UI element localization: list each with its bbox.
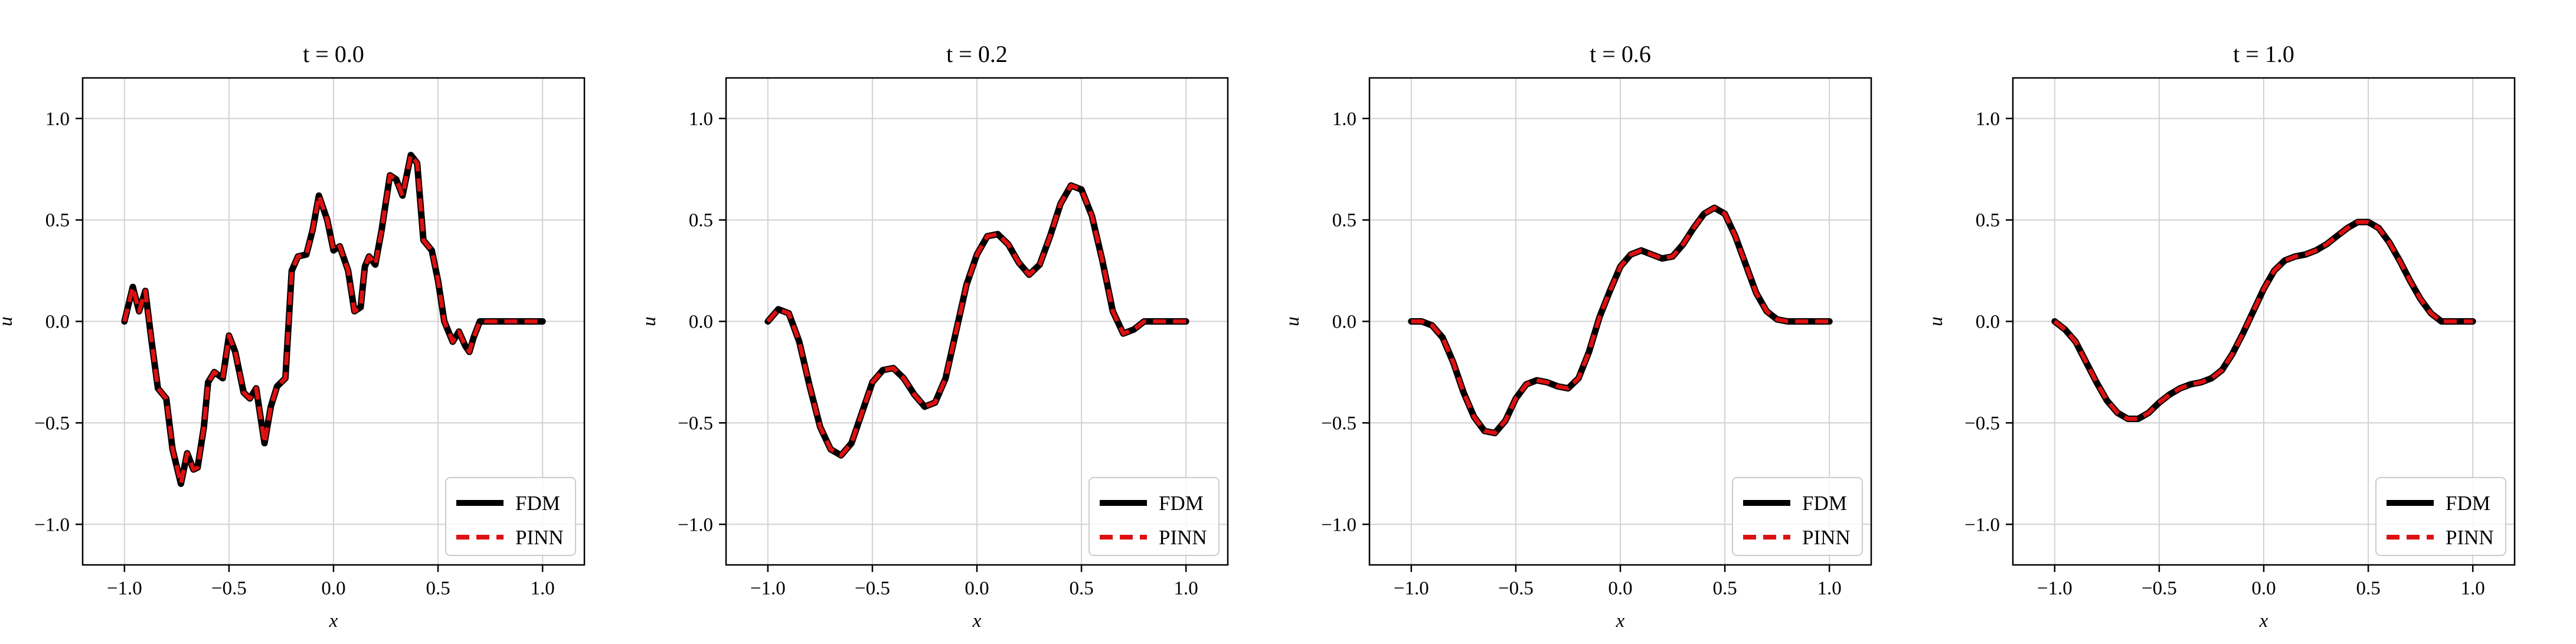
y-tick-label: 0.5 <box>45 210 70 231</box>
legend-label-fdm: FDM <box>515 492 560 515</box>
x-tick-label: 0.5 <box>426 578 450 599</box>
legend-label-pinn: PINN <box>1802 526 1851 549</box>
chart-title: t = 1.0 <box>2233 41 2294 67</box>
y-axis-label: u <box>1926 316 1947 326</box>
legend-label-pinn: PINN <box>1159 526 1207 549</box>
x-tick-label: 1.0 <box>531 578 555 599</box>
x-tick-label: −1.0 <box>750 578 786 599</box>
y-axis-label: u <box>639 316 660 326</box>
y-axis-label: u <box>0 316 17 326</box>
y-tick-label: 0.0 <box>1976 312 2000 333</box>
x-axis-label: x <box>329 610 338 632</box>
chart-title: t = 0.0 <box>303 41 364 67</box>
chart-panel-2: −1.0 −0.5 0.0 0.5 1.0 −1.0 −0.5 0.0 0.5 1.0 t = 0.… <box>639 41 1229 632</box>
x-tick-label: −1.0 <box>107 578 142 599</box>
x-tick-label: 0.5 <box>2356 578 2380 599</box>
legend: FDM PINN <box>1088 477 1220 556</box>
legend-label-pinn: PINN <box>2446 526 2494 549</box>
x-axis-label: x <box>1616 610 1625 632</box>
chart-panel-3: −1.0 −0.5 0.0 0.5 1.0 −1.0 −0.5 0.0 0.5 1.0 t = 0.… <box>1282 41 1872 632</box>
x-tick-label: 0.0 <box>965 578 989 599</box>
y-tick-label: 0.5 <box>689 210 713 231</box>
legend-label-fdm: FDM <box>1802 492 1847 515</box>
x-tick-label: 0.5 <box>1069 578 1093 599</box>
x-axis-label: x <box>2259 610 2268 632</box>
y-tick-label: −1.0 <box>1321 514 1356 535</box>
y-tick-label: 0.0 <box>45 312 70 333</box>
x-tick-label: −1.0 <box>1394 578 1429 599</box>
legend: FDM PINN <box>1732 477 1863 556</box>
y-tick-label: 0.0 <box>1332 312 1356 333</box>
x-tick-label: −0.5 <box>1498 578 1534 599</box>
y-tick-label: 1.0 <box>45 109 70 130</box>
series-line-pinn <box>122 153 543 486</box>
chart-title: t = 0.2 <box>946 41 1008 67</box>
legend-label-fdm: FDM <box>1159 492 1204 515</box>
x-tick-label: 0.0 <box>321 578 345 599</box>
y-tick-label: −0.5 <box>1964 413 2000 434</box>
y-tick-label: −0.5 <box>678 413 713 434</box>
y-tick-label: 0.5 <box>1332 210 1356 231</box>
series-line-pinn <box>1411 205 1830 436</box>
x-tick-label: −0.5 <box>855 578 890 599</box>
y-tick-label: 1.0 <box>1976 109 2000 130</box>
series-line-pinn <box>2053 220 2473 421</box>
legend: FDM PINN <box>2375 477 2506 556</box>
legend-label-fdm: FDM <box>2446 492 2490 515</box>
x-tick-label: −0.5 <box>211 578 247 599</box>
y-axis-label: u <box>1282 316 1303 326</box>
x-tick-label: −1.0 <box>2037 578 2072 599</box>
y-tick-label: −1.0 <box>1964 514 2000 535</box>
x-tick-label: 0.5 <box>1712 578 1737 599</box>
y-tick-label: −1.0 <box>34 514 70 535</box>
y-tick-label: 0.0 <box>689 312 713 333</box>
y-tick-label: 1.0 <box>1332 109 1356 130</box>
y-tick-label: −0.5 <box>1321 413 1356 434</box>
chart-title: t = 0.6 <box>1590 41 1651 67</box>
x-tick-label: 0.0 <box>2251 578 2276 599</box>
series-line-pinn <box>766 183 1186 457</box>
x-tick-label: 1.0 <box>1174 578 1198 599</box>
x-tick-label: 0.0 <box>1608 578 1632 599</box>
x-tick-label: −0.5 <box>2142 578 2177 599</box>
chart-panel-4: −1.0 −0.5 0.0 0.5 1.0 −1.0 −0.5 0.0 0.5 1.0 t = 1.… <box>1926 41 2516 632</box>
x-axis-label: x <box>972 610 982 632</box>
chart-panel-1: −1.0 −0.5 0.0 0.5 1.0 −1.0 −0.5 0.0 0.5 1.0 t = 0.… <box>0 41 586 632</box>
legend-label-pinn: PINN <box>515 526 564 549</box>
y-tick-label: 0.5 <box>1976 210 2000 231</box>
y-tick-label: 1.0 <box>689 109 713 130</box>
y-tick-label: −1.0 <box>678 514 713 535</box>
y-tick-label: −0.5 <box>34 413 70 434</box>
x-tick-label: 1.0 <box>2461 578 2485 599</box>
legend: FDM PINN <box>445 477 576 556</box>
x-tick-label: 1.0 <box>1817 578 1842 599</box>
